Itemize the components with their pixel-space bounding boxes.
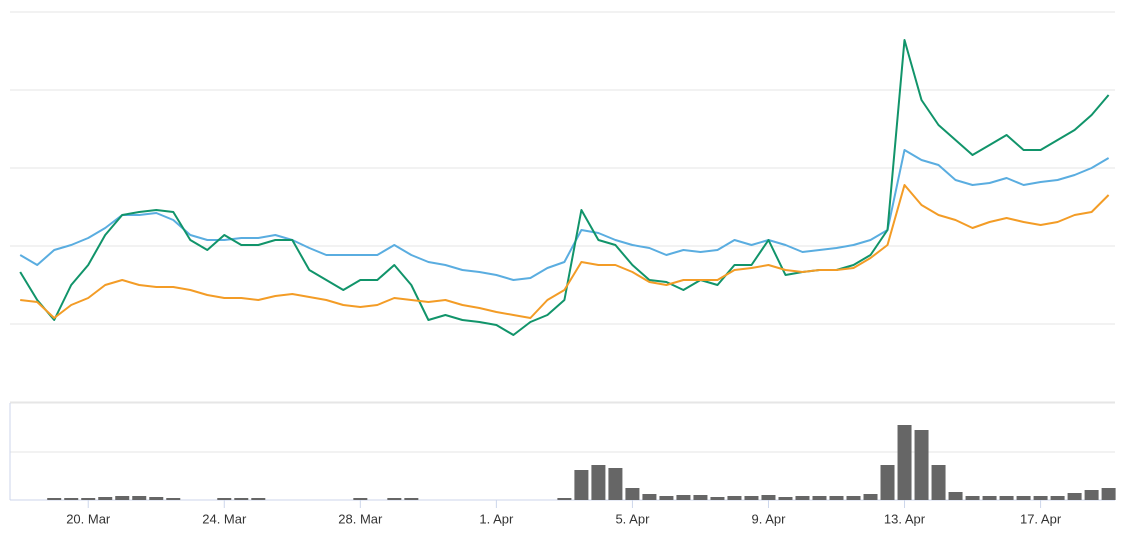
volume-bar (693, 495, 708, 500)
volume-bar (132, 496, 147, 500)
volume-bar (64, 498, 79, 500)
volume-bar (98, 497, 113, 500)
volume-bar (81, 498, 96, 500)
volume-bar (574, 470, 589, 500)
x-tick-label: 13. Apr (884, 511, 926, 526)
volume-bar (591, 465, 606, 500)
volume-bar (880, 465, 895, 500)
volume-bar (744, 496, 759, 500)
volume-bar (710, 497, 725, 500)
volume-bar (642, 494, 657, 500)
volume-bar (353, 498, 368, 500)
volume-bar (727, 496, 742, 500)
volume-bar (914, 430, 929, 500)
volume-bar (778, 497, 793, 500)
volume-bar (999, 496, 1014, 500)
volume-bar (965, 496, 980, 500)
volume-bar (931, 465, 946, 500)
volume-bar (948, 492, 963, 500)
volume-bar (829, 496, 844, 500)
volume-bar (1084, 490, 1099, 500)
volume-bar (846, 496, 861, 500)
volume-bar (47, 498, 62, 500)
volume-bar (659, 496, 674, 500)
volume-bar (863, 494, 878, 500)
volume-bar (608, 468, 623, 500)
volume-bar (897, 425, 912, 500)
volume-bar (387, 498, 402, 500)
x-tick-label: 20. Mar (66, 511, 111, 526)
line-series (19, 39, 1110, 336)
x-tick-label: 5. Apr (615, 511, 650, 526)
volume-bar (812, 496, 827, 500)
line-series (19, 149, 1110, 281)
volume-bar (1101, 488, 1116, 500)
x-tick-label: 28. Mar (338, 511, 383, 526)
volume-bar (982, 496, 997, 500)
x-tick-label: 9. Apr (751, 511, 786, 526)
x-tick-label: 1. Apr (479, 511, 514, 526)
x-tick-label: 24. Mar (202, 511, 247, 526)
x-tick-label: 17. Apr (1020, 511, 1062, 526)
volume-bar (149, 497, 164, 500)
volume-bar (1033, 496, 1048, 500)
line-series (20, 184, 1110, 319)
volume-bar (251, 498, 266, 500)
volume-bar (795, 496, 810, 500)
volume-bar (115, 496, 130, 500)
volume-bar (217, 498, 232, 500)
volume-bar (1016, 496, 1031, 500)
volume-bar (1067, 493, 1082, 500)
volume-bar (676, 495, 691, 500)
volume-bar (234, 498, 249, 500)
volume-bar (557, 498, 572, 500)
volume-bar (761, 495, 776, 500)
volume-bar (404, 498, 419, 500)
volume-bar (166, 498, 181, 500)
volume-bar (625, 488, 640, 500)
volume-bar (1050, 496, 1065, 500)
